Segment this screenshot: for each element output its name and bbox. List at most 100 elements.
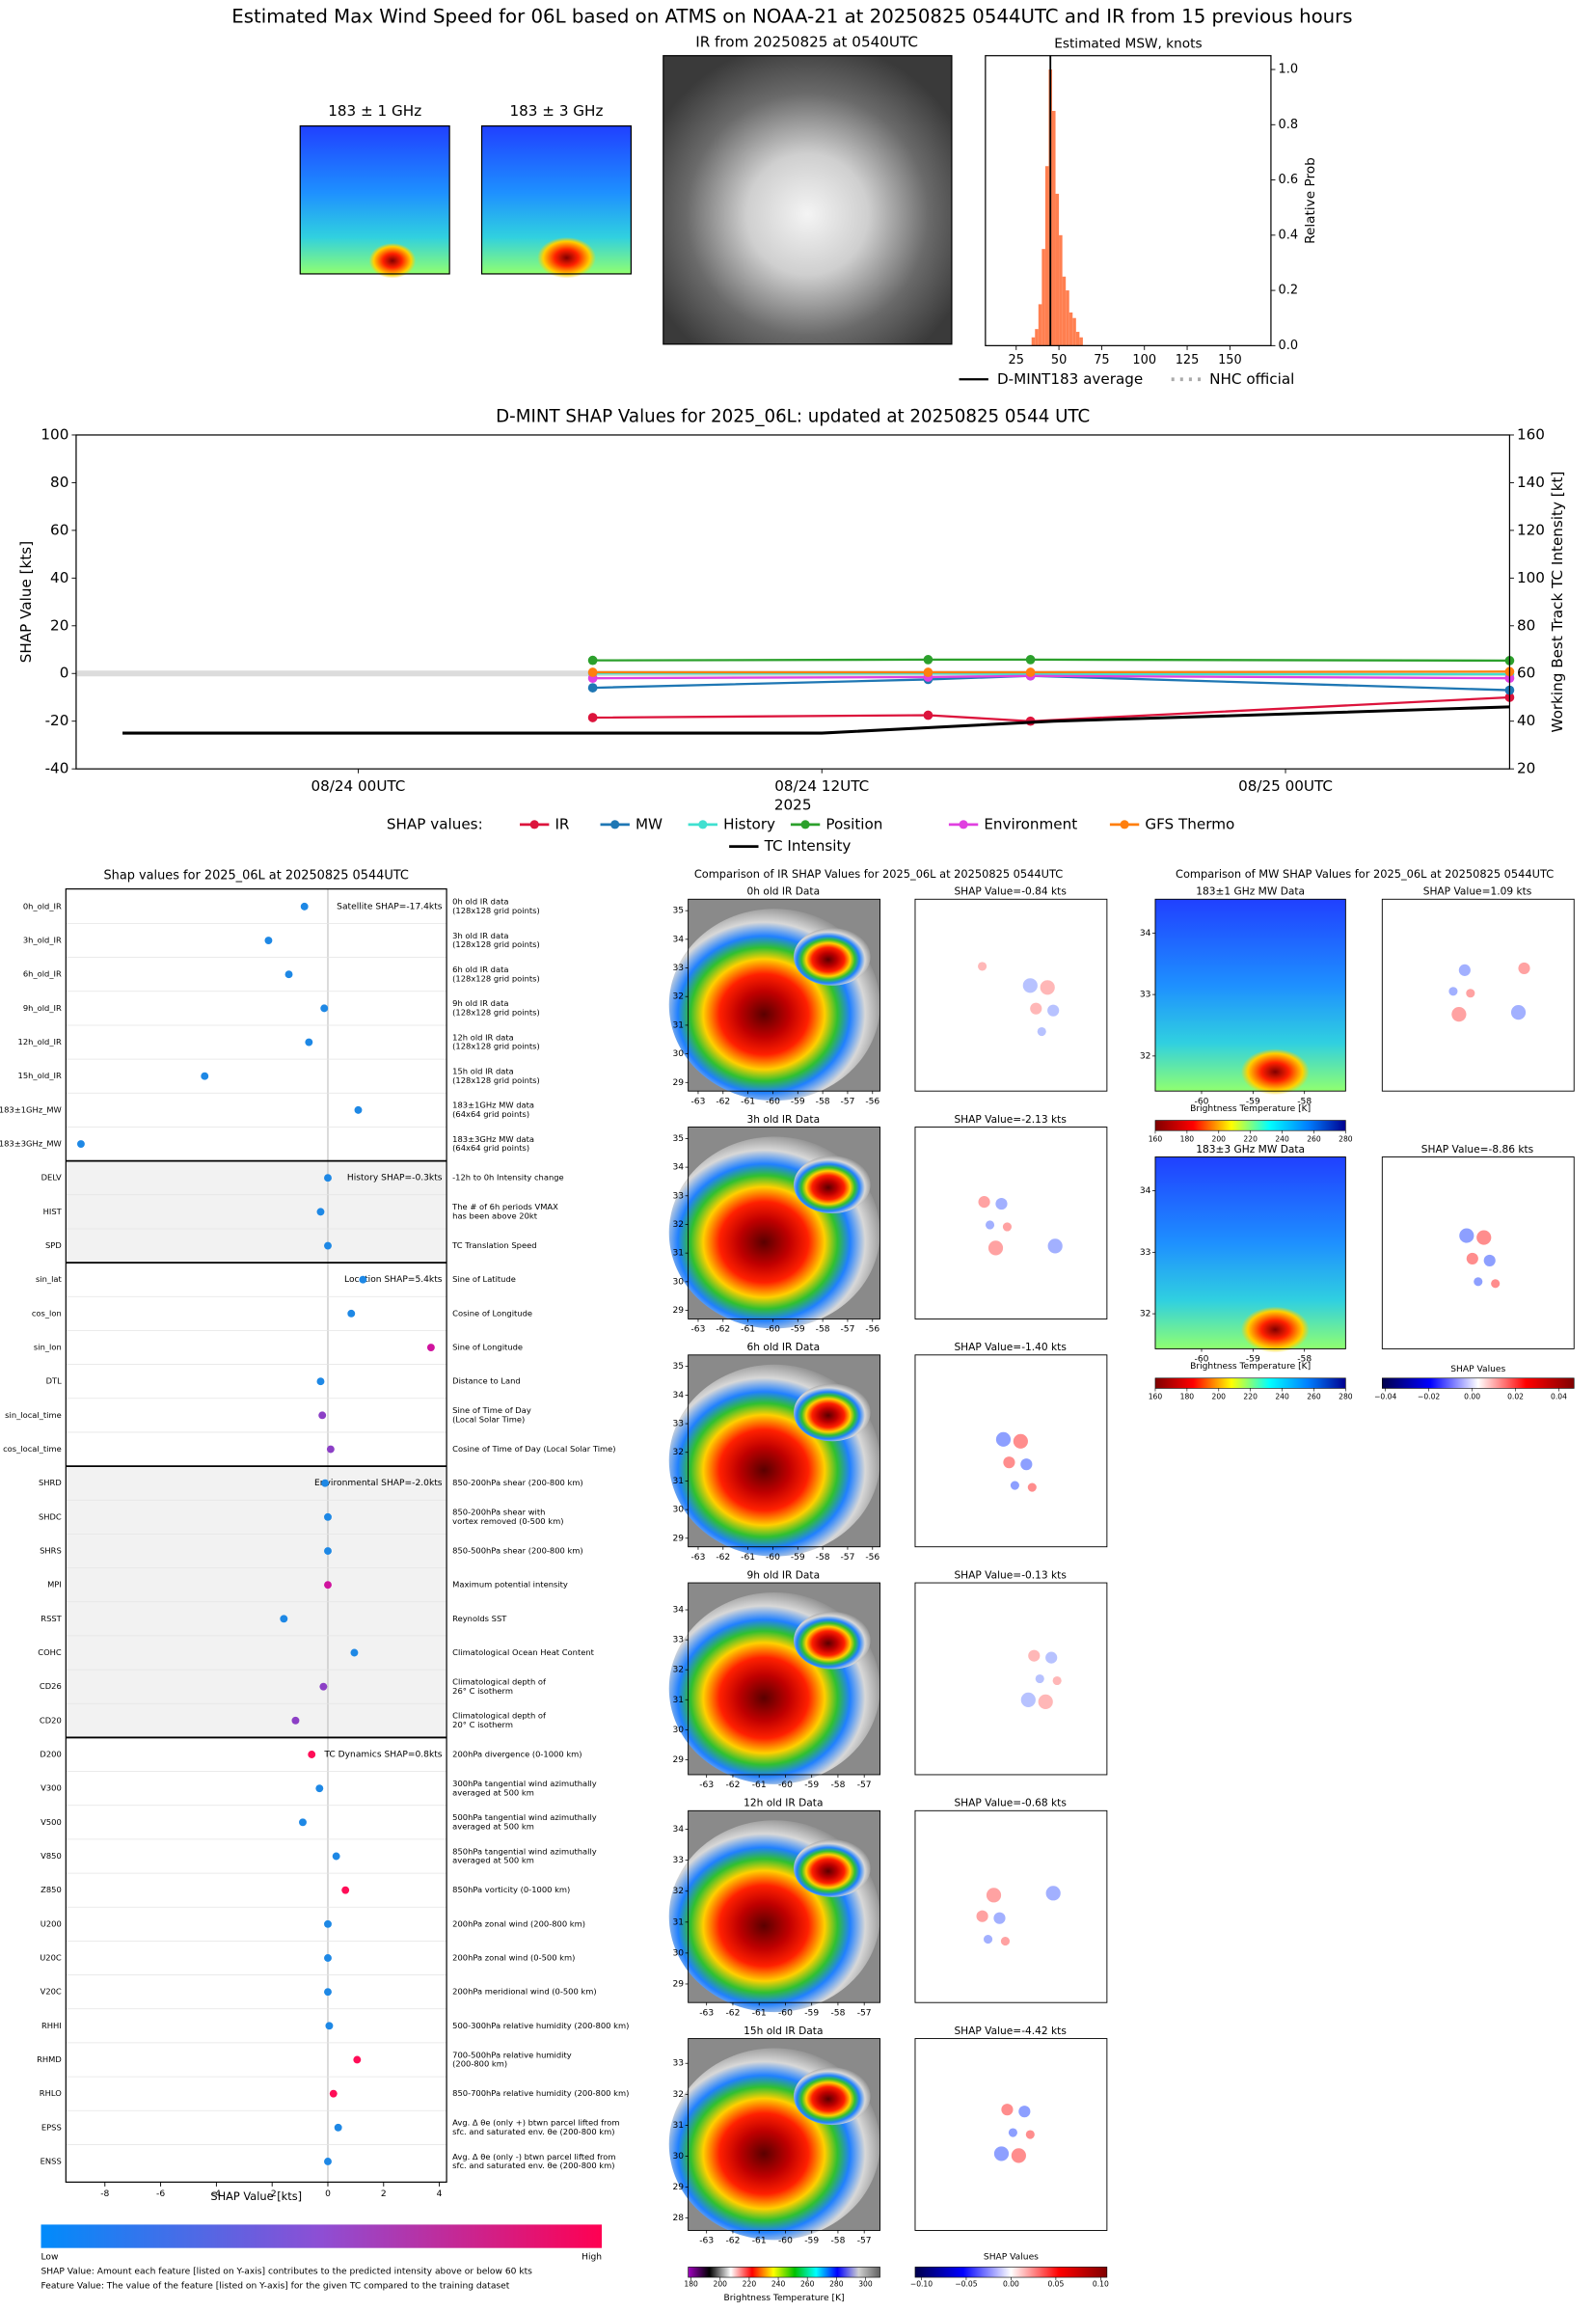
colorbar-tick-label: 220 (1243, 1134, 1258, 1143)
feature-description: 15h old IR data (452, 1066, 514, 1075)
ir-image (668, 1127, 880, 1329)
image-frame (914, 1809, 1108, 2003)
legend-label: TC Intensity (764, 837, 852, 855)
y-axis-label: SHAP Value [kts] (17, 541, 35, 663)
feature-description: Avg. Δ θe (only -) btwn parcel lifted fr… (452, 2152, 615, 2161)
image-blob (1020, 1692, 1036, 1707)
feature-name: SPD (45, 1240, 62, 1250)
y-tick-label: 31 (672, 1477, 684, 1486)
y-tick-label: 29 (672, 1306, 684, 1316)
series-line (592, 695, 1510, 722)
shap-dot (324, 1954, 332, 1962)
image-blob (978, 1196, 990, 1209)
image-blob (1052, 1675, 1062, 1686)
x-tick-label: -6 (156, 2189, 165, 2199)
feature-name: DTL (46, 1376, 63, 1386)
y-tick-label: 33 (672, 1856, 684, 1865)
feature-description: Climatological depth of (452, 1711, 547, 1721)
feature-description: has been above 20kt (452, 1211, 538, 1221)
y-tick-label: 35 (672, 1134, 684, 1144)
axes-frame (985, 55, 1272, 346)
ir-image (668, 1582, 880, 1784)
shap-dot (353, 2055, 362, 2064)
feature-description: 850-200hPa shear (200-800 km) (452, 1478, 583, 1487)
feature-description: (64x64 grid points) (452, 1143, 529, 1153)
image-blob (1518, 962, 1530, 974)
y-tick-label: 32 (672, 2090, 684, 2100)
x-tick-label: 2 (381, 2189, 387, 2199)
shap-dot (320, 1004, 329, 1013)
feature-name: cos_local_time (3, 1444, 62, 1454)
legend-label: MW (636, 815, 663, 832)
feature-name: RHHI (41, 2021, 62, 2030)
shap-dot (326, 1445, 335, 1454)
shap-dot (315, 1784, 324, 1793)
x-tick-label: -60 (1195, 1355, 1209, 1365)
hist-bar (1051, 110, 1056, 346)
shap-dot (318, 1411, 327, 1420)
image-blob (983, 1935, 993, 1944)
image-blob (1474, 1277, 1483, 1287)
x-tick-label: -58 (816, 1097, 830, 1106)
shap-dot (324, 2158, 332, 2165)
shap-dot (347, 1309, 356, 1318)
y-tick-label: 32 (672, 1666, 684, 1675)
colorbar-tick-label: 240 (1275, 1393, 1289, 1401)
mw-image (1154, 1156, 1346, 1353)
feature-description: 850hPa vorticity (0-1000 km) (452, 1885, 570, 1894)
colorbar-low: Low (41, 2252, 59, 2262)
x-tick-label: -58 (816, 1325, 830, 1335)
image-blob (1000, 1937, 1011, 1946)
feature-description: 3h old IR data (452, 931, 508, 940)
image-blob (1448, 987, 1458, 996)
x-tick-label: -63 (699, 1781, 714, 1790)
colorbar-tick-label: 180 (1180, 1134, 1195, 1143)
x-tick-label: -58 (1297, 1355, 1312, 1365)
y-tick-label: 0 (60, 665, 69, 682)
x-tick-label: -4 (212, 2189, 221, 2199)
panel-title: SHAP Value=-1.40 kts (954, 1341, 1067, 1353)
colorbar-tick-label: 200 (714, 2280, 728, 2289)
colorbar-tick-label: 180 (684, 2280, 698, 2289)
image-blob (1451, 1007, 1467, 1022)
y-axis-label: Relative Prob (1303, 157, 1318, 244)
shap-dot (321, 1479, 330, 1487)
series-point (923, 655, 933, 665)
image-blob (1010, 1481, 1019, 1490)
x-tick-label: -61 (741, 1553, 755, 1563)
colorbar-tick-label: 220 (1243, 1393, 1258, 1401)
y2-tick-label: 40 (1517, 712, 1535, 729)
x-tick-label: -61 (741, 1097, 755, 1106)
feature-description: 850-200hPa shear with (452, 1508, 545, 1517)
panel-title: 183±3 GHz MW Data (1196, 1143, 1305, 1156)
hist-bar (1031, 337, 1036, 346)
image-cloud (794, 928, 871, 986)
image-blob (995, 1198, 1008, 1210)
series-point (923, 710, 933, 720)
y-tick-label: 40 (50, 569, 68, 586)
x-tick-label: -59 (804, 1781, 819, 1790)
y-tick-label: 32 (672, 1448, 684, 1457)
image-blob (1022, 978, 1038, 993)
legend-label: Environment (984, 815, 1077, 832)
image-blob (1013, 1433, 1028, 1449)
feature-name: D200 (40, 1750, 61, 1759)
feature-description: vortex removed (0-500 km) (452, 1516, 563, 1526)
feature-description: (128x128 grid points) (452, 1075, 540, 1085)
ir-image (663, 55, 953, 345)
y2-tick-label: 120 (1517, 521, 1545, 538)
y-tick-label: 33 (672, 1636, 684, 1645)
page-title: Estimated Max Wind Speed for 06L based o… (231, 6, 1352, 28)
image-frame (688, 1127, 880, 1319)
image-blob (987, 1240, 1004, 1256)
x-tick-label: -61 (752, 2237, 767, 2246)
image-blob (1045, 1886, 1061, 1901)
group-label: TC Dynamics SHAP=0.8kts (323, 1751, 442, 1760)
feature-name: 183±3GHz_MW (0, 1139, 62, 1149)
y-tick-label: 35 (672, 907, 684, 916)
shap-image (914, 1809, 1108, 2003)
mw-image (299, 124, 450, 279)
feature-description: averaged at 500 km (452, 1787, 534, 1797)
y2-tick-label: 160 (1517, 425, 1545, 443)
y-tick-label: 0.4 (1279, 228, 1299, 242)
